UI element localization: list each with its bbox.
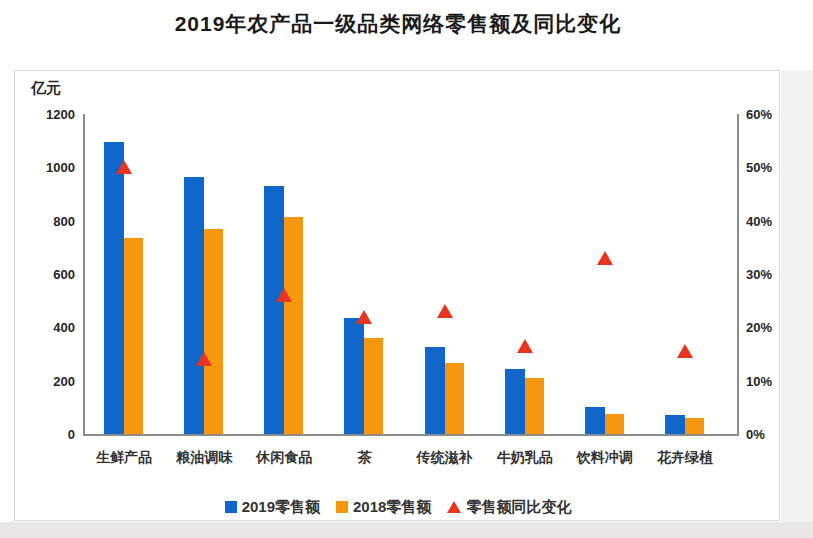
x-axis-line	[83, 434, 739, 436]
x-axis-category-label: 休闲食品	[239, 449, 329, 467]
chart-legend: 2019零售额 2018零售额 零售额同比变化	[15, 495, 781, 519]
left-axis-line	[83, 114, 85, 436]
bar-2019	[104, 142, 124, 434]
left-axis-tick-label: 400	[15, 320, 75, 335]
right-axis-tick-label: 30%	[746, 267, 772, 282]
plot-area: 0 200 400 600 800 1000 1200 0% 10% 20% 30% 40% 50% 60…	[15, 71, 781, 522]
yoy-triangle-marker	[517, 339, 533, 353]
legend-label: 零售额同比变化	[466, 498, 571, 517]
right-axis-tick-label: 60%	[746, 107, 772, 122]
yoy-triangle-marker	[437, 304, 453, 318]
legend-square-icon	[225, 501, 237, 513]
right-axis-tick-label: 20%	[746, 320, 772, 335]
bar-2019	[585, 407, 605, 434]
right-axis-line	[737, 114, 739, 436]
yoy-triangle-marker	[196, 352, 212, 366]
bar-2018	[605, 414, 624, 434]
bar-2018	[204, 229, 223, 434]
yoy-triangle-marker	[356, 310, 372, 324]
legend-item: 零售额同比变化	[447, 498, 571, 517]
x-axis-category-label: 传统滋补	[400, 449, 490, 467]
bar-2018	[284, 217, 303, 434]
legend-triangle-icon	[447, 501, 461, 513]
bar-2019	[264, 186, 284, 434]
yoy-triangle-marker	[677, 344, 693, 358]
page-background-bottom-strip	[0, 522, 813, 538]
legend-label: 2019零售额	[242, 498, 320, 517]
x-axis-category-label: 生鲜产品	[79, 449, 169, 467]
left-axis-tick-label: 0	[15, 427, 75, 442]
yoy-triangle-marker	[276, 288, 292, 302]
legend-item: 2018零售额	[336, 498, 431, 517]
bar-2019	[184, 177, 204, 434]
bar-2019	[344, 318, 364, 434]
bar-2018	[685, 418, 704, 434]
left-axis-tick-label: 600	[15, 267, 75, 282]
right-axis-tick-label: 10%	[746, 373, 772, 388]
bar-2018	[525, 378, 544, 434]
bar-2018	[364, 338, 383, 434]
left-axis-tick-label: 1200	[15, 107, 75, 122]
left-axis-tick-label: 200	[15, 373, 75, 388]
page-background-right-strip	[781, 70, 813, 538]
x-axis-category-label: 粮油调味	[159, 449, 249, 467]
bar-2018	[445, 363, 464, 434]
right-axis-tick-label: 0%	[746, 427, 765, 442]
chart-title: 2019年农产品一级品类网络零售额及同比变化	[0, 10, 796, 38]
yoy-triangle-marker	[116, 160, 132, 174]
bar-2019	[505, 369, 525, 434]
bar-2019	[425, 347, 445, 434]
x-axis-category-label: 花卉绿植	[640, 449, 730, 467]
legend-label: 2018零售额	[353, 498, 431, 517]
left-axis-tick-label: 800	[15, 213, 75, 228]
yoy-triangle-marker	[597, 251, 613, 265]
chart-panel: 亿元 0200400600800100012000%10%20%30%40%50…	[14, 70, 780, 521]
right-axis-tick-label: 50%	[746, 160, 772, 175]
legend-item: 2019零售额	[225, 498, 320, 517]
x-axis-category-label: 牛奶乳品	[480, 449, 570, 467]
bar-2018	[124, 238, 143, 434]
bar-2019	[665, 415, 685, 434]
right-axis-tick-label: 40%	[746, 213, 772, 228]
x-axis-category-label: 饮料冲调	[560, 449, 650, 467]
x-axis-category-label: 茶	[319, 449, 409, 467]
left-axis-tick-label: 1000	[15, 160, 75, 175]
legend-square-icon	[336, 501, 348, 513]
